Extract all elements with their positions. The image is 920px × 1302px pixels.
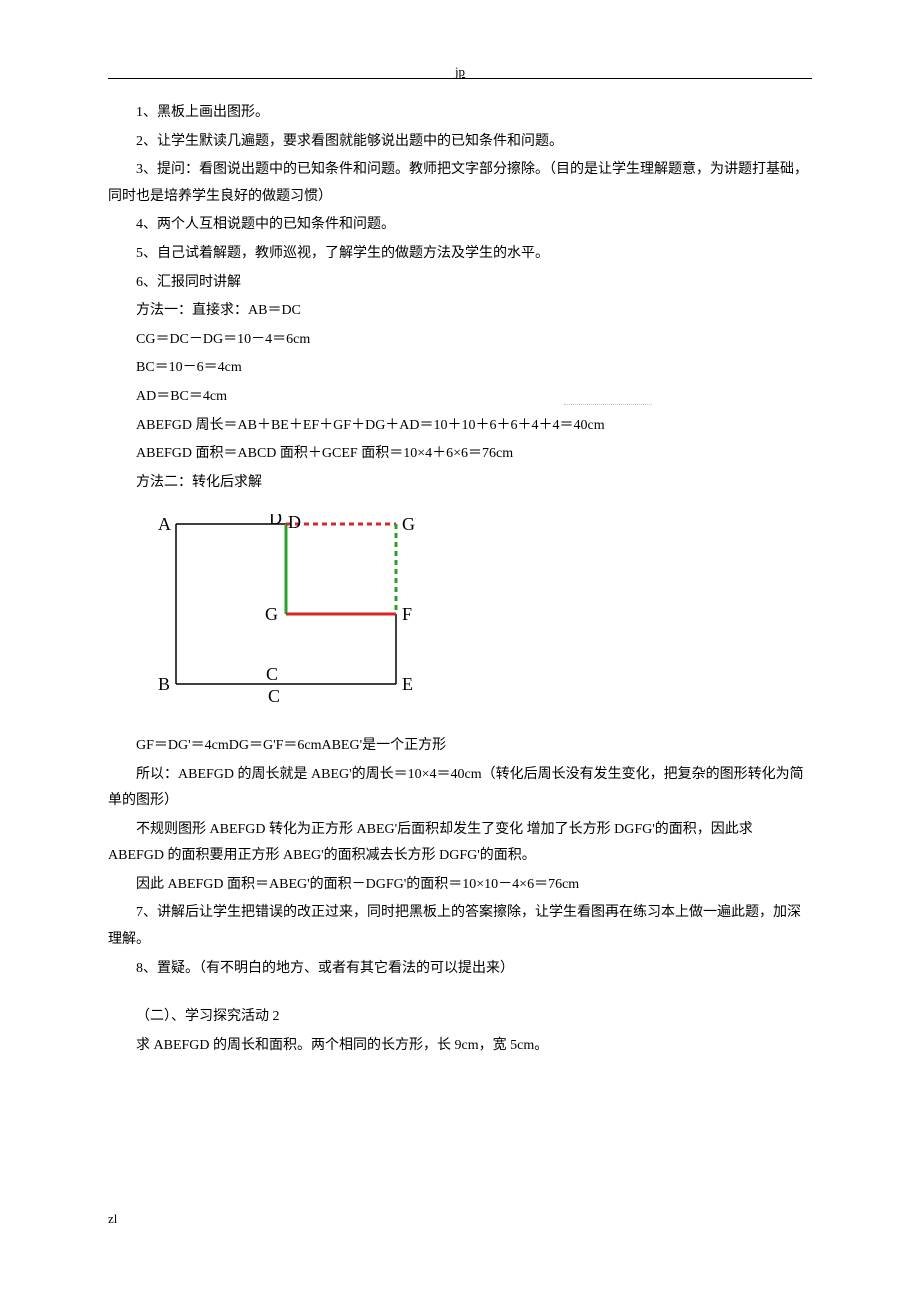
para-3: 3、提问：看图说出题中的已知条件和问题。教师把文字部分擦除。（目的是让学生理解题… — [108, 157, 812, 210]
blank-line — [108, 984, 812, 1004]
para-18: 7、讲解后让学生把错误的改正过来，同时把黑板上的答案擦除，让学生看图再在练习本上… — [108, 900, 812, 953]
para-4: 4、两个人互相说题中的已知条件和问题。 — [108, 212, 812, 239]
para-9: BC＝10－6＝4cm — [108, 355, 812, 382]
document-body: 1、黑板上画出图形。 2、让学生默读几遍题，要求看图就能够说出题中的已知条件和问… — [108, 100, 812, 1061]
para-15: 所以：ABEFGD 的周长就是 ABEG'的周长＝10×4＝40cm（转化后周长… — [108, 762, 812, 815]
para-1: 1、黑板上画出图形。 — [108, 100, 812, 127]
svg-text:F: F — [402, 604, 412, 624]
header-rule — [108, 78, 812, 79]
para-6: 6、汇报同时讲解 — [108, 270, 812, 297]
svg-text:D: D — [269, 514, 282, 528]
para-7: 方法一：直接求：AB＝DC — [108, 298, 812, 325]
para-5: 5、自己试着解题，教师巡视，了解学生的做题方法及学生的水平。 — [108, 241, 812, 268]
svg-text:G': G' — [402, 514, 416, 534]
para-19: 8、置疑。（有不明白的地方、或者有其它看法的可以提出来） — [108, 956, 812, 983]
para-8: CG＝DC－DG＝10－4＝6cm — [108, 327, 812, 354]
diagram-svg: A D G' G F B CC E D — [136, 514, 416, 704]
para-13: 方法二：转化后求解 — [108, 470, 812, 497]
para-10: AD＝BC＝4cm — [108, 384, 812, 411]
svg-text:C: C — [266, 664, 278, 684]
para-20: （二）、学习探究活动 2 — [108, 1004, 812, 1031]
svg-text:C: C — [268, 686, 280, 704]
para-2: 2、让学生默读几遍题，要求看图就能够说出题中的已知条件和问题。 — [108, 129, 812, 156]
geometry-diagram: A D G' G F B CC E D — [136, 514, 812, 715]
para-14: GF＝DG'＝4cmDG＝G'F＝6cmABEG'是一个正方形 — [108, 733, 812, 760]
footer-label: zl — [108, 1207, 117, 1232]
svg-text:B: B — [158, 674, 170, 694]
svg-text:E: E — [402, 674, 413, 694]
para-12: ABEFGD 面积＝ABCD 面积＋GCEF 面积＝10×4＋6×6＝76cm — [108, 441, 812, 468]
para-16: 不规则图形 ABEFGD 转化为正方形 ABEG'后面积却发生了变化 增加了长方… — [108, 817, 812, 870]
faint-rule — [564, 404, 652, 405]
para-17: 因此 ABEFGD 面积＝ABEG'的面积－DGFG'的面积＝10×10－4×6… — [108, 872, 812, 899]
svg-text:G: G — [265, 604, 278, 624]
svg-text:A: A — [158, 514, 171, 534]
svg-text:D: D — [288, 514, 301, 532]
header-label: jp — [455, 60, 465, 85]
para-21: 求 ABEFGD 的周长和面积。两个相同的长方形，长 9cm，宽 5cm。 — [108, 1033, 812, 1060]
para-11: ABEFGD 周长＝AB＋BE＋EF＋GF＋DG＋AD＝10＋10＋6＋6＋4＋… — [108, 413, 812, 440]
